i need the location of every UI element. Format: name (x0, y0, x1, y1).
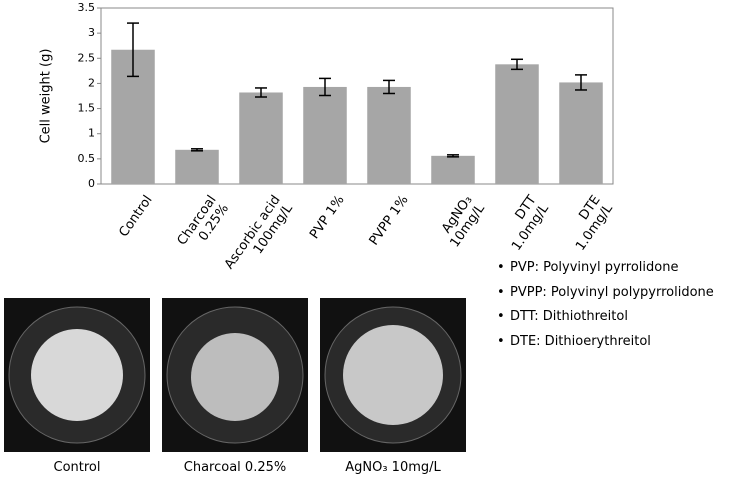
error-bar (511, 58, 523, 71)
note: DTT: Dithiothreitol (510, 309, 628, 324)
x-tick-label: PVP 1% (307, 193, 348, 242)
y-tick-label: 3 (88, 26, 95, 39)
x-tick-label: AgNO₃10mg/L (435, 192, 488, 250)
bullet: • (497, 334, 505, 349)
error-bar (127, 22, 139, 78)
bullet: • (497, 285, 505, 300)
x-tick-label: PVPP 1% (366, 193, 411, 248)
bar (431, 155, 475, 184)
x-tick-label: DTT1.0mg/L (497, 192, 553, 253)
y-tick-label: 2.5 (78, 51, 96, 64)
note: DTE: Dithioerythreitol (510, 334, 651, 349)
callus (31, 329, 123, 421)
bar (239, 92, 283, 184)
error-bar (575, 74, 587, 91)
y-tick-label: 0 (88, 177, 95, 190)
photo-caption: Control (54, 460, 101, 475)
photo-caption: Charcoal 0.25% (184, 460, 286, 475)
callus (191, 333, 279, 421)
error-bar (255, 87, 267, 98)
x-tick-label-line: PVP 1% (307, 193, 348, 242)
error-bar (383, 79, 395, 95)
y-tick-label: 1.5 (78, 102, 96, 115)
error-bar (191, 148, 203, 152)
x-tick-label: Charcoal0.25% (174, 193, 231, 257)
note: PVPP: Polyvinyl polypyrrolidone (510, 285, 714, 300)
x-tick-label: Control (116, 193, 155, 240)
y-tick-label: 1 (88, 127, 95, 140)
bar (303, 86, 347, 184)
callus (343, 325, 443, 425)
plot-frame (100, 7, 614, 185)
bar (175, 149, 219, 184)
x-tick-label: Ascorbic acid100mg/L (222, 192, 296, 280)
y-axis-label: Cell weight (g) (39, 49, 54, 144)
bar (367, 86, 411, 184)
y-tick-label: 2 (88, 76, 95, 89)
bullet: • (497, 260, 505, 275)
y-tick-label: 3.5 (78, 1, 96, 14)
bullet: • (497, 309, 505, 324)
x-tick-label-line: PVPP 1% (366, 193, 411, 248)
y-tick-label: 0.5 (78, 152, 96, 165)
x-tick-label: DTE1.0mg/L (561, 192, 617, 253)
notes: • • • • PVP: Polyvinyl pyrrolidone PVPP:… (497, 260, 714, 349)
error-bar (447, 154, 459, 158)
x-tick-label-line: Control (116, 193, 155, 240)
photo-caption: AgNO₃ 10mg/L (345, 460, 441, 475)
note: PVP: Polyvinyl pyrrolidone (510, 260, 678, 275)
photos: Control Charcoal 0.25% AgNO₃ 10mg/L (4, 298, 466, 475)
bar (559, 82, 603, 184)
bar (495, 64, 539, 184)
error-bar (319, 77, 331, 97)
